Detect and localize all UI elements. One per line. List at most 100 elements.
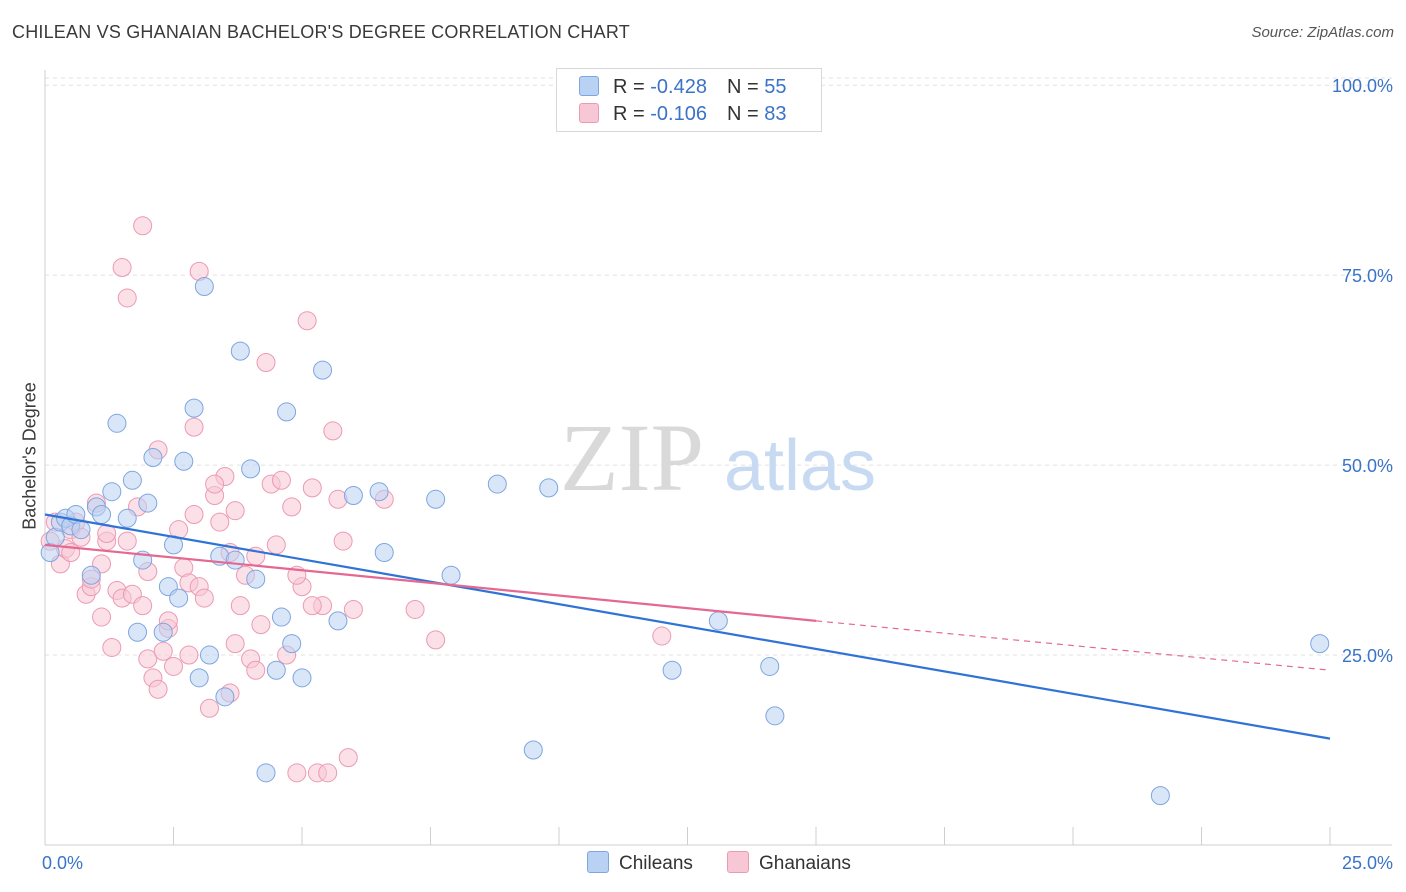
chilean-point [760, 656, 780, 676]
ghanaians-trend-line [44, 543, 817, 622]
chilean-point [441, 565, 461, 585]
axes [44, 70, 1392, 846]
chileans-points [40, 277, 1330, 806]
legend-item-chileans[interactable]: Chileans [587, 851, 693, 875]
chilean-point [189, 668, 209, 688]
ghanaian-point [323, 421, 343, 441]
ghanaian-point [297, 311, 317, 331]
chilean-point [122, 470, 142, 490]
chart-title: CHILEAN VS GHANAIAN BACHELOR'S DEGREE CO… [12, 22, 630, 42]
ghanaian-point [179, 645, 199, 665]
chilean-point [277, 402, 297, 422]
chilean-point [107, 413, 127, 433]
ghanaian-point [271, 470, 291, 490]
ghanaian-point [318, 763, 338, 783]
chilean-point [1150, 786, 1170, 806]
ghanaian-point [210, 512, 230, 532]
ghanaian-point [92, 607, 112, 627]
chilean-point [765, 706, 785, 726]
chilean-point [662, 660, 682, 680]
ghanaians-swatch [579, 103, 599, 123]
ghanaian-point [302, 478, 322, 498]
chilean-point [523, 740, 543, 760]
ghanaian-point [246, 660, 266, 680]
ghanaians-trend-extension [815, 620, 1331, 671]
ghanaian-point [138, 649, 158, 669]
ghanaian-point [112, 258, 132, 278]
chilean-point [241, 459, 261, 479]
r-value: -0.428 [650, 76, 707, 98]
ghanaian-point [225, 634, 245, 654]
chilean-point [153, 622, 173, 642]
ghanaian-point [184, 417, 204, 437]
y-tick-label: 75.0% [1342, 266, 1393, 286]
chilean-point [225, 550, 245, 570]
ghanaian-point [338, 748, 358, 768]
chilean-point [369, 482, 389, 502]
chilean-point [246, 569, 266, 589]
ghanaian-point [225, 501, 245, 521]
ghanaian-point [251, 615, 271, 635]
chilean-point [71, 520, 91, 540]
chilean-point [117, 508, 137, 528]
chilean-point [102, 482, 122, 502]
ghanaian-point [652, 626, 672, 646]
ghanaian-point [230, 596, 250, 616]
stats-row-chileans: R = -0.428 N = 55 [579, 76, 786, 99]
n-label: N = [726, 103, 765, 125]
stats-legend: R = -0.428 N = 55 R = -0.106 N = 83 [556, 68, 822, 132]
chilean-point [292, 668, 312, 688]
y-tick-label: 50.0% [1342, 456, 1393, 476]
ghanaian-point [205, 474, 225, 494]
legend-label-chileans: Chileans [619, 853, 693, 874]
ghanaian-point [184, 504, 204, 524]
ghanaian-point [133, 596, 153, 616]
y-tick-label: 25.0% [1342, 646, 1393, 666]
chilean-point [143, 448, 163, 467]
watermark-zip: ZIP [560, 404, 704, 511]
ghanaian-point [133, 216, 153, 236]
n-value: 83 [764, 103, 787, 125]
chilean-point [271, 607, 291, 627]
chilean-point [426, 489, 446, 509]
chilean-point [215, 687, 235, 707]
ghanaian-point [343, 599, 363, 619]
ghanaian-point [164, 656, 183, 676]
x-tick-label-min: 0.0% [42, 853, 83, 873]
chilean-point [174, 451, 194, 471]
chilean-point [81, 565, 101, 585]
trend-lines [44, 513, 1331, 740]
legend-label-ghanaians: Ghanaians [759, 853, 851, 874]
source-credit: Source: ZipAtlas.com [1251, 24, 1394, 41]
ghanaian-point [117, 288, 137, 308]
ghanaian-point [405, 599, 425, 619]
chilean-point [199, 645, 219, 665]
ghanaian-point [153, 641, 173, 661]
chilean-point [328, 611, 348, 631]
stats-row-ghanaians: R = -0.106 N = 83 [579, 103, 786, 126]
chilean-point [230, 341, 250, 361]
r-label: R = [613, 76, 651, 98]
chilean-point [128, 622, 148, 642]
legend-item-ghanaians[interactable]: Ghanaians [727, 851, 851, 875]
ghanaian-point [302, 596, 322, 616]
ghanaian-point [117, 531, 137, 551]
chileans-swatch [579, 76, 599, 96]
ghanaian-point [282, 497, 302, 517]
n-value: 55 [764, 76, 787, 98]
chilean-point [282, 634, 302, 654]
ghanaian-point [194, 588, 214, 608]
chilean-point [266, 660, 286, 680]
watermark: ZIP atlas [560, 404, 876, 511]
chilean-point [374, 542, 394, 562]
x-tick-labels: 0.0% 25.0% [42, 853, 1393, 873]
ghanaian-point [199, 698, 219, 718]
ghanaian-point [333, 531, 353, 551]
chilean-point [138, 493, 158, 513]
ghanaian-point [148, 679, 168, 699]
ghanaians-legend-swatch [727, 851, 749, 873]
n-label: N = [726, 76, 765, 98]
chilean-point [487, 474, 507, 494]
ghanaian-point [426, 630, 446, 650]
